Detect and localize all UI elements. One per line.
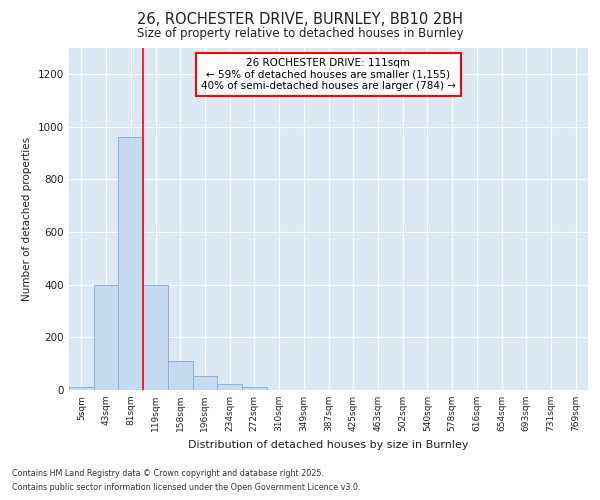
Bar bbox=[118, 137, 143, 390]
Text: 26, ROCHESTER DRIVE, BURNLEY, BB10 2BH: 26, ROCHESTER DRIVE, BURNLEY, BB10 2BH bbox=[137, 12, 463, 28]
Bar bbox=[242, 388, 267, 390]
Text: Size of property relative to detached houses in Burnley: Size of property relative to detached ho… bbox=[137, 28, 463, 40]
Text: 26 ROCHESTER DRIVE: 111sqm
← 59% of detached houses are smaller (1,155)
40% of s: 26 ROCHESTER DRIVE: 111sqm ← 59% of deta… bbox=[201, 58, 456, 91]
Bar bbox=[94, 284, 118, 390]
Bar bbox=[217, 384, 242, 390]
Bar bbox=[193, 376, 217, 390]
Bar bbox=[168, 361, 193, 390]
Bar bbox=[143, 284, 168, 390]
X-axis label: Distribution of detached houses by size in Burnley: Distribution of detached houses by size … bbox=[188, 440, 469, 450]
Text: Contains HM Land Registry data © Crown copyright and database right 2025.: Contains HM Land Registry data © Crown c… bbox=[12, 468, 324, 477]
Bar bbox=[69, 388, 94, 390]
Y-axis label: Number of detached properties: Number of detached properties bbox=[22, 136, 32, 301]
Text: Contains public sector information licensed under the Open Government Licence v3: Contains public sector information licen… bbox=[12, 484, 361, 492]
